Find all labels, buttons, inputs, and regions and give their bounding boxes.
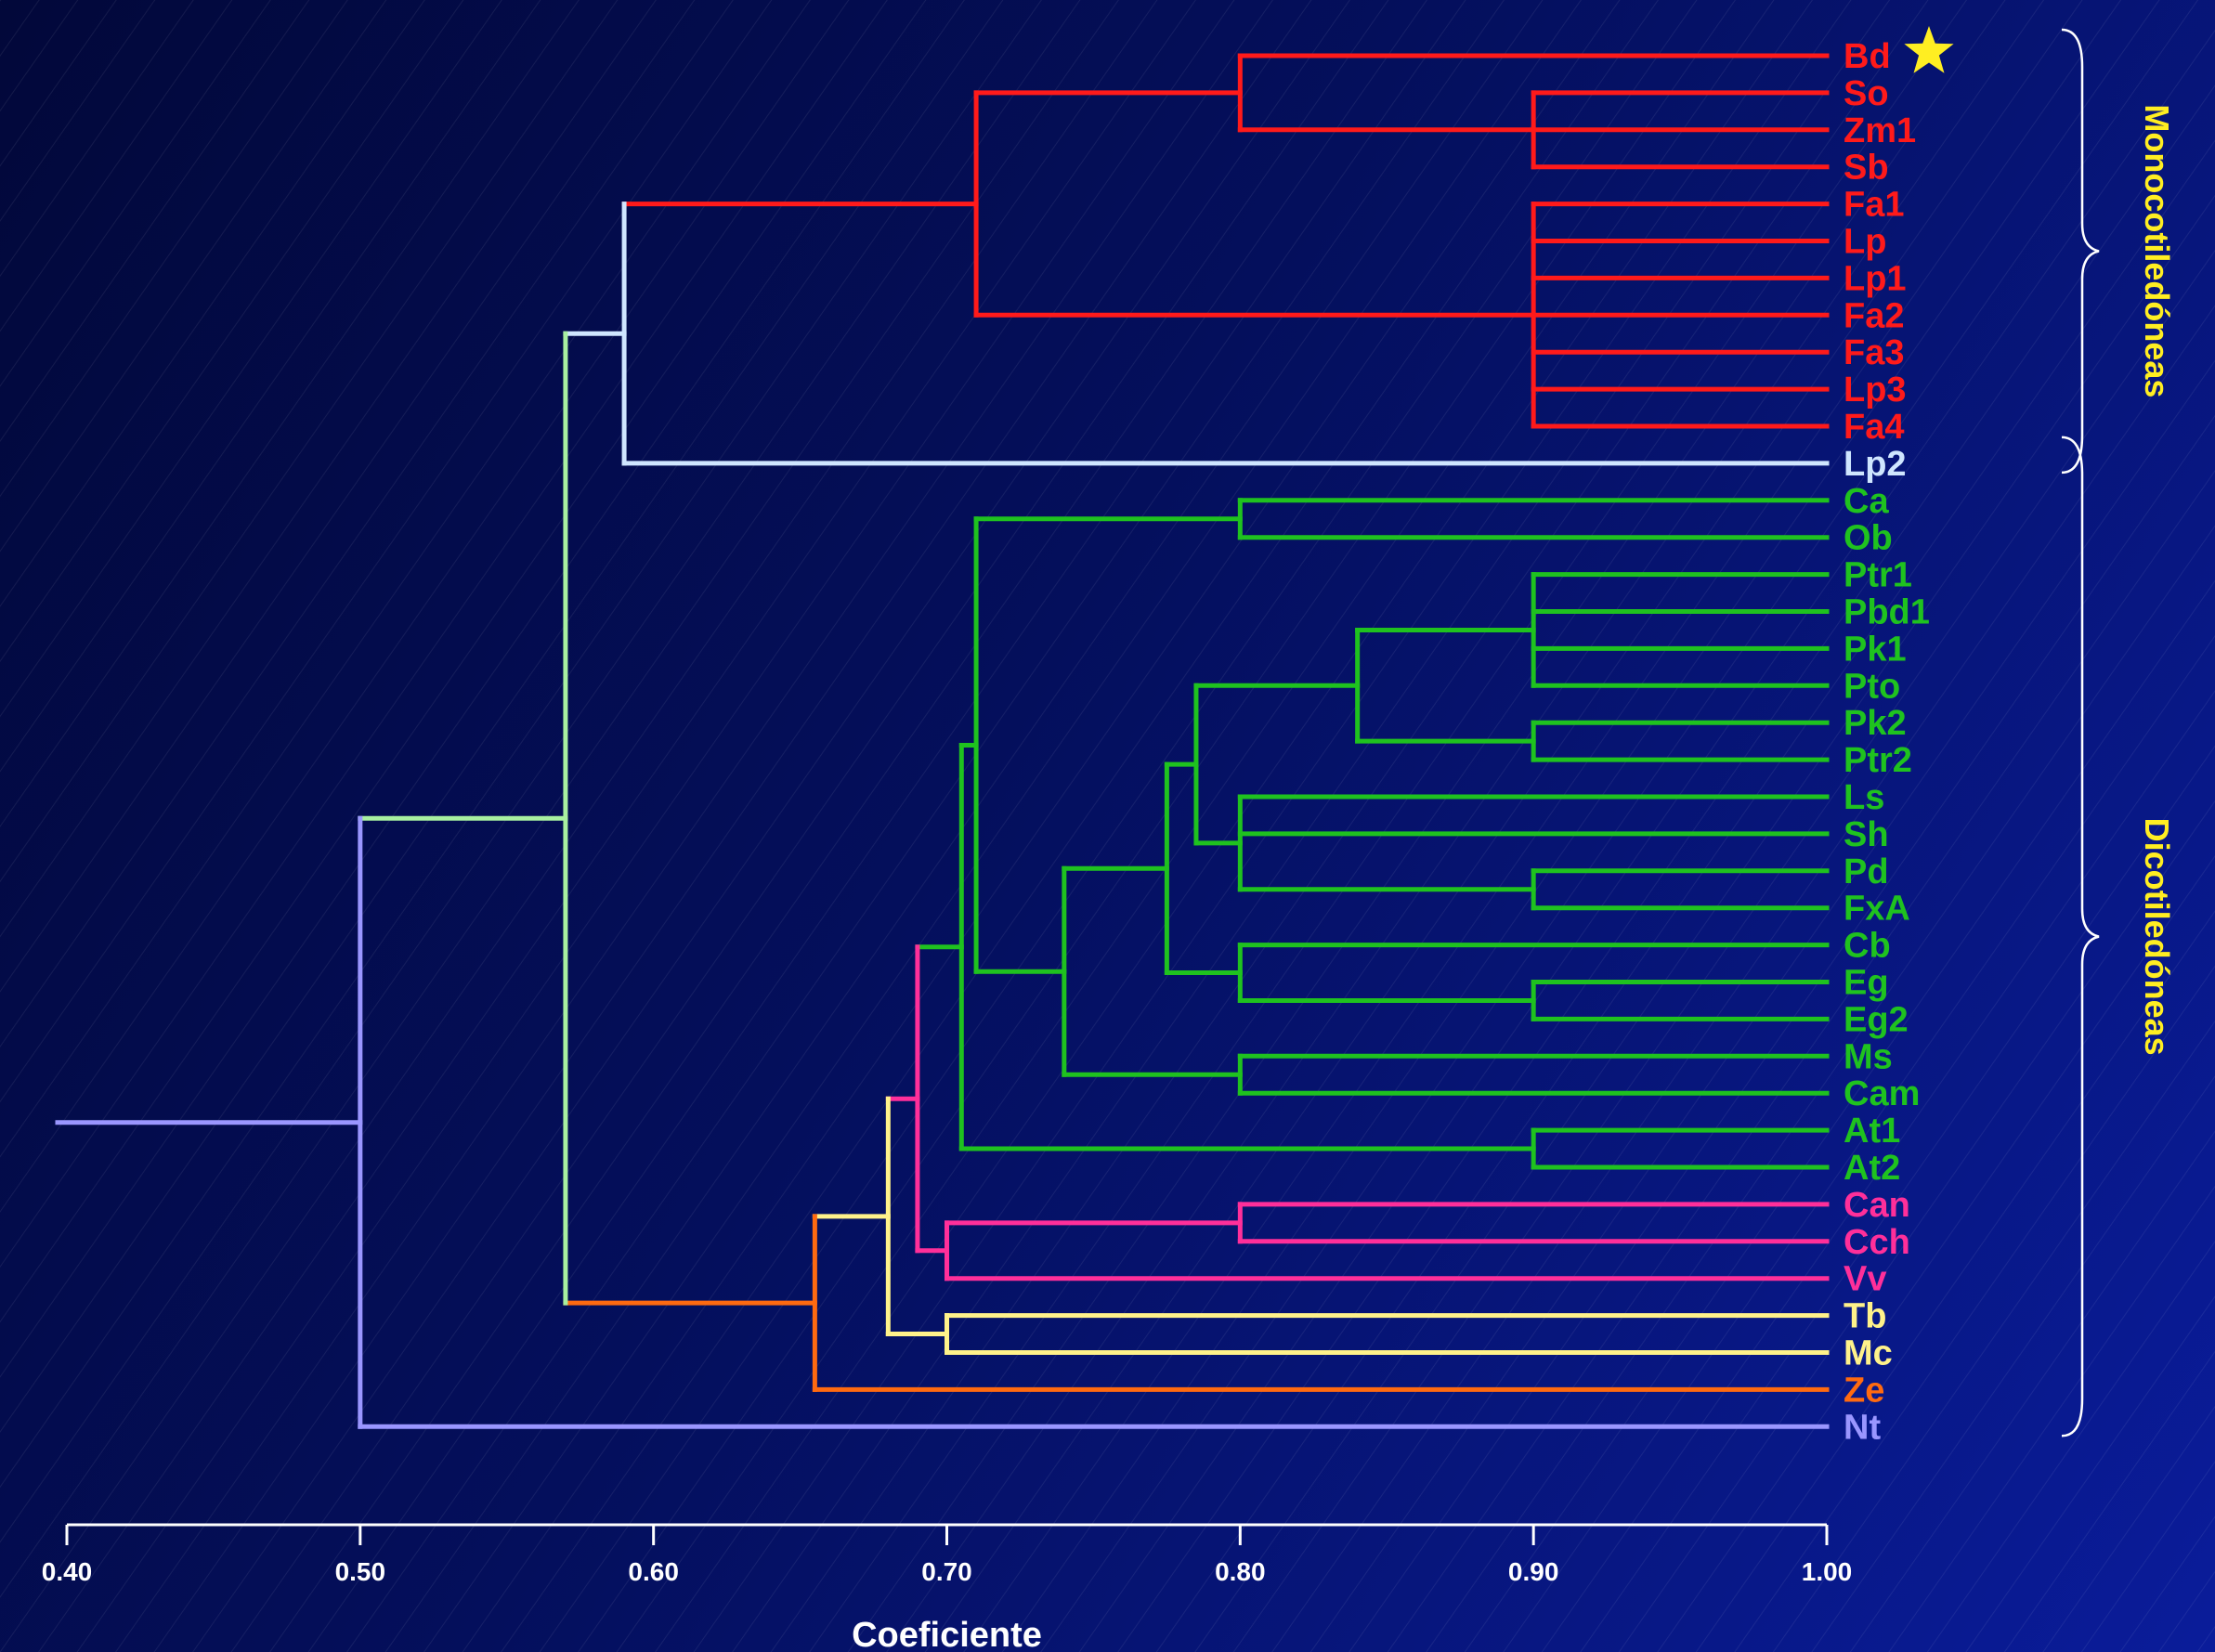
leaf-label-ls: Ls: [1844, 778, 1884, 817]
leaf-label-sh: Sh: [1844, 815, 1889, 854]
leaf-label-cb: Cb: [1844, 927, 1891, 966]
leaf-label-pk1: Pk1: [1844, 630, 1907, 669]
axis-tick-label: 0.90: [1508, 1557, 1559, 1586]
group-brace: [2061, 28, 2100, 475]
leaf-label-ms: Ms: [1844, 1037, 1893, 1076]
leaf-label-cch: Cch: [1844, 1223, 1910, 1262]
leaf-label-ob: Ob: [1844, 519, 1893, 558]
leaf-label-so: So: [1844, 74, 1889, 113]
axis-tick-label: 0.40: [42, 1557, 93, 1586]
leaf-label-mc: Mc: [1844, 1334, 1893, 1373]
leaf-label-fa3: Fa3: [1844, 333, 1904, 372]
leaf-label-eg2: Eg2: [1844, 1000, 1909, 1039]
leaf-label-eg: Eg: [1844, 964, 1889, 1003]
axis-tick-label: 0.50: [335, 1557, 386, 1586]
leaf-label-zm1: Zm1: [1844, 111, 1916, 150]
axis-tick-label: 0.70: [921, 1557, 972, 1586]
group-brackets: Monocotiledóneas Dicotiledóneas: [2061, 28, 2176, 1437]
star-icon: [1904, 26, 1954, 73]
coefficient-axis: 0.40 0.50 0.60 0.70 0.80 0.90 1.00 Coeficiente: [42, 1523, 1853, 1652]
leaf-label-lp1: Lp1: [1844, 259, 1907, 298]
leaf-label-pd: Pd: [1844, 852, 1889, 891]
leaf-label-ptr2: Ptr2: [1844, 741, 1912, 780]
group-brace: [2061, 436, 2100, 1437]
leaf-label-nt: Nt: [1844, 1408, 1881, 1447]
leaf-label-pbd1: Pbd1: [1844, 593, 1930, 632]
axis-tick-label: 0.60: [628, 1557, 679, 1586]
leaf-label-sb: Sb: [1844, 149, 1889, 188]
leaf-label-ptr1: Ptr1: [1844, 556, 1912, 595]
leaf-label-lp: Lp: [1844, 223, 1886, 262]
leaf-label-lp2: Lp2: [1844, 445, 1907, 484]
axis-tick-label: 0.80: [1215, 1557, 1266, 1586]
leaf-labels: BdSoZm1SbFa1LpLp1Fa2Fa3Lp3Fa4Lp2CaObPtr1…: [1844, 37, 1930, 1447]
axis-title: Coeficiente: [852, 1616, 1042, 1652]
tree-branches: [55, 53, 1830, 1429]
leaf-label-bd: Bd: [1844, 37, 1891, 76]
leaf-label-can: Can: [1844, 1186, 1910, 1225]
leaf-label-ca: Ca: [1844, 482, 1889, 521]
leaf-label-pto: Pto: [1844, 667, 1900, 706]
leaf-label-fa2: Fa2: [1844, 296, 1904, 335]
leaf-label-lp3: Lp3: [1844, 371, 1907, 410]
group-label: Monocotiledóneas: [2138, 104, 2176, 397]
leaf-label-at2: At2: [1844, 1149, 1900, 1188]
leaf-label-ze: Ze: [1844, 1371, 1884, 1410]
axis-tick-label: 1.00: [1802, 1557, 1853, 1586]
leaf-label-fxa: FxA: [1844, 890, 1910, 929]
leaf-label-cam: Cam: [1844, 1074, 1920, 1113]
leaf-label-fa4: Fa4: [1844, 408, 1904, 447]
leaf-label-fa1: Fa1: [1844, 186, 1904, 225]
leaf-label-pk2: Pk2: [1844, 704, 1907, 743]
leaf-label-tb: Tb: [1844, 1297, 1886, 1336]
axis-ticks: 0.40 0.50 0.60 0.70 0.80 0.90 1.00: [42, 1525, 1853, 1586]
group-label: Dicotiledóneas: [2138, 818, 2176, 1056]
leaf-label-vv: Vv: [1844, 1260, 1886, 1299]
leaf-label-at1: At1: [1844, 1112, 1900, 1151]
